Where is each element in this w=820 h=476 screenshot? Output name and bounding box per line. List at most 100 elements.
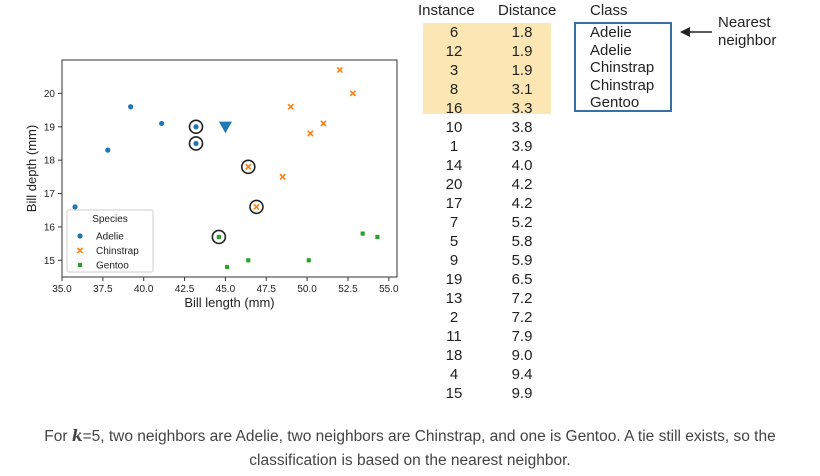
instance-cell: 12 [445,43,463,60]
instance-cell: 18 [445,347,463,364]
x-tick-label: 40.0 [134,284,154,295]
y-tick-label: 15 [44,256,56,267]
x-tick-label: 50.0 [297,284,317,295]
x-tick-label: 42.5 [175,284,195,295]
legend-entry: Chinstrap [96,246,139,257]
caption-rest: =5, two neighbors are Adelie, two neighb… [82,428,776,445]
chinstrap-point [320,120,327,127]
chinstrap-point [307,130,314,137]
distance-cell: 3.3 [511,100,533,117]
distance-cell: 9.9 [511,385,533,402]
chinstrap-point [336,66,343,74]
caption-k: k [71,426,83,445]
chinstrap-point [279,173,286,181]
chinstrap-point [245,163,252,170]
legend-marker [76,247,84,254]
x-tick-label: 37.5 [93,284,113,295]
distance-cell: 9.4 [511,366,533,383]
caption-prefix: For [44,428,72,445]
x-tick-label: 45.0 [216,284,236,295]
gentoo-point [375,234,380,240]
plot-frame [61,59,398,278]
distance-cell: 7.9 [511,328,533,345]
gentoo-point [216,234,221,240]
class-cell: Adelie [590,24,632,41]
x-tick-label: 52.5 [338,284,358,295]
gentoo-point [360,231,365,236]
class-cell: Chinstrap [590,76,655,94]
adelie-point [128,104,134,110]
chinstrap-point [253,203,260,211]
adelie-point [193,140,199,147]
instance-cell: 1 [449,138,459,155]
distance-cell: 4.2 [511,195,533,212]
instance-cell: 5 [449,233,459,250]
legend [66,209,154,273]
chinstrap-point [349,90,357,97]
x-tick-label: 47.5 [257,284,277,295]
distance-cell: 1.8 [511,24,533,41]
distance-cell: 5.8 [511,233,533,250]
distance-header: Distance [498,2,557,19]
chinstrap-point [287,103,294,110]
x-tick-label: 55.0 [379,284,399,295]
nearest-highlight-band [423,23,551,114]
instance-cell: 19 [445,271,463,288]
y-axis-label: Bill depth (mm) [24,125,39,212]
query-point [218,121,232,134]
instance-cell: 11 [446,328,462,345]
adelie-point [72,204,78,210]
scatter-plot: 35.0 37.5 40.0 42.5 45.0 47.5 50.0 52.5 55.0 15 16… [24,59,399,310]
y-tick-label: 20 [44,89,56,100]
distance-cell: 6.5 [511,271,533,288]
instance-cell: 17 [445,195,463,212]
legend-entry: Adelie [96,232,124,243]
instance-cell: 16 [445,100,463,117]
caption-line-2: classification is based on the nearest n… [249,452,571,469]
instance-cell: 2 [449,309,459,326]
x-tick-label: 35.0 [52,284,72,295]
adelie-point [193,124,199,130]
caption-line-1: For k=5, two neighbors are Adelie, two n… [0,424,820,449]
y-tick-label: 18 [44,156,56,167]
distance-cell: 1.9 [511,43,533,60]
distance-cell: 1.9 [511,62,533,79]
legend-title: Species [92,214,128,225]
instance-cell: 10 [445,119,463,136]
adelie-point [105,147,111,153]
neighbor-ring [211,229,227,245]
distance-cell: 3.9 [511,138,533,155]
neighbor-ring [188,119,204,135]
distance-cell: 5.2 [511,214,533,231]
distance-cell: 5.9 [511,252,533,269]
note-line-1: Nearest [718,14,771,31]
class-cell: Chinstrap [590,59,655,76]
instance-cell: 4 [449,366,459,383]
distance-cell: 4.2 [511,176,533,193]
distance-cell: 3.1 [511,81,533,98]
distance-cell: 9.0 [511,347,533,364]
distance-cell: 7.2 [511,290,533,307]
legend-entry: Gentoo [96,261,129,272]
legend-marker [77,262,83,268]
class-cell: Adelie [590,41,632,59]
class-header: Class [590,2,628,19]
y-tick-label: 19 [44,122,56,133]
instance-cell: 13 [445,290,463,307]
class-cell: Gentoo [590,94,640,111]
gentoo-point [306,258,311,263]
gentoo-point [246,258,251,263]
instance-header: Instance [418,2,475,19]
distance-cell: 7.2 [511,309,533,326]
instance-cell: 8 [449,81,459,98]
x-axis-label: Bill length (mm) [184,295,274,310]
legend-marker [77,233,83,239]
instance-cell: 20 [445,176,463,193]
note-line-2: neighbor [718,32,777,49]
nearest-neighbor-note: Nearest neighbor [718,14,776,50]
figure-caption: For k=5, two neighbors are Adelie, two n… [0,424,820,473]
instance-cell: 14 [445,157,463,174]
instance-cell: 7 [449,214,459,231]
neighbor-ring [240,159,256,175]
y-tick-label: 16 [44,222,56,233]
